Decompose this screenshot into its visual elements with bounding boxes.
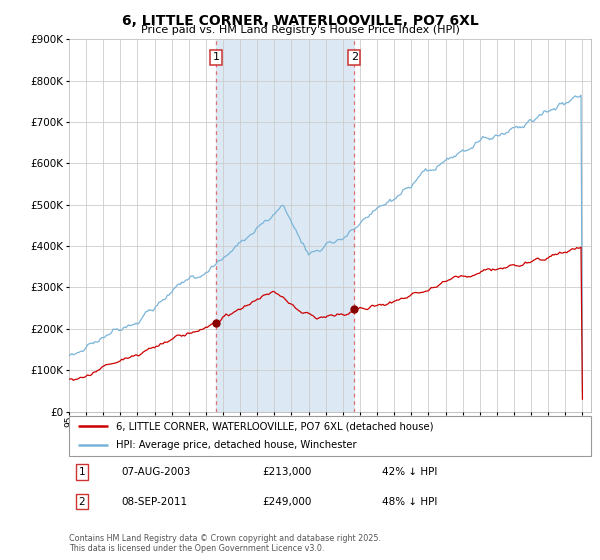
- Text: HPI: Average price, detached house, Winchester: HPI: Average price, detached house, Winc…: [116, 440, 356, 450]
- FancyBboxPatch shape: [69, 416, 591, 456]
- Text: 2: 2: [350, 52, 358, 62]
- Text: 42% ↓ HPI: 42% ↓ HPI: [382, 467, 437, 477]
- Text: 1: 1: [79, 467, 85, 477]
- Text: 6, LITTLE CORNER, WATERLOOVILLE, PO7 6XL (detached house): 6, LITTLE CORNER, WATERLOOVILLE, PO7 6XL…: [116, 421, 433, 431]
- Text: 07-AUG-2003: 07-AUG-2003: [121, 467, 191, 477]
- Text: Price paid vs. HM Land Registry's House Price Index (HPI): Price paid vs. HM Land Registry's House …: [140, 25, 460, 35]
- Text: 1: 1: [212, 52, 220, 62]
- Text: Contains HM Land Registry data © Crown copyright and database right 2025.
This d: Contains HM Land Registry data © Crown c…: [69, 534, 381, 553]
- Text: £249,000: £249,000: [262, 497, 311, 507]
- Text: 2: 2: [79, 497, 85, 507]
- Text: 48% ↓ HPI: 48% ↓ HPI: [382, 497, 437, 507]
- Text: 6, LITTLE CORNER, WATERLOOVILLE, PO7 6XL: 6, LITTLE CORNER, WATERLOOVILLE, PO7 6XL: [122, 14, 478, 28]
- Bar: [216, 39, 354, 412]
- Text: 08-SEP-2011: 08-SEP-2011: [121, 497, 187, 507]
- Text: £213,000: £213,000: [262, 467, 311, 477]
